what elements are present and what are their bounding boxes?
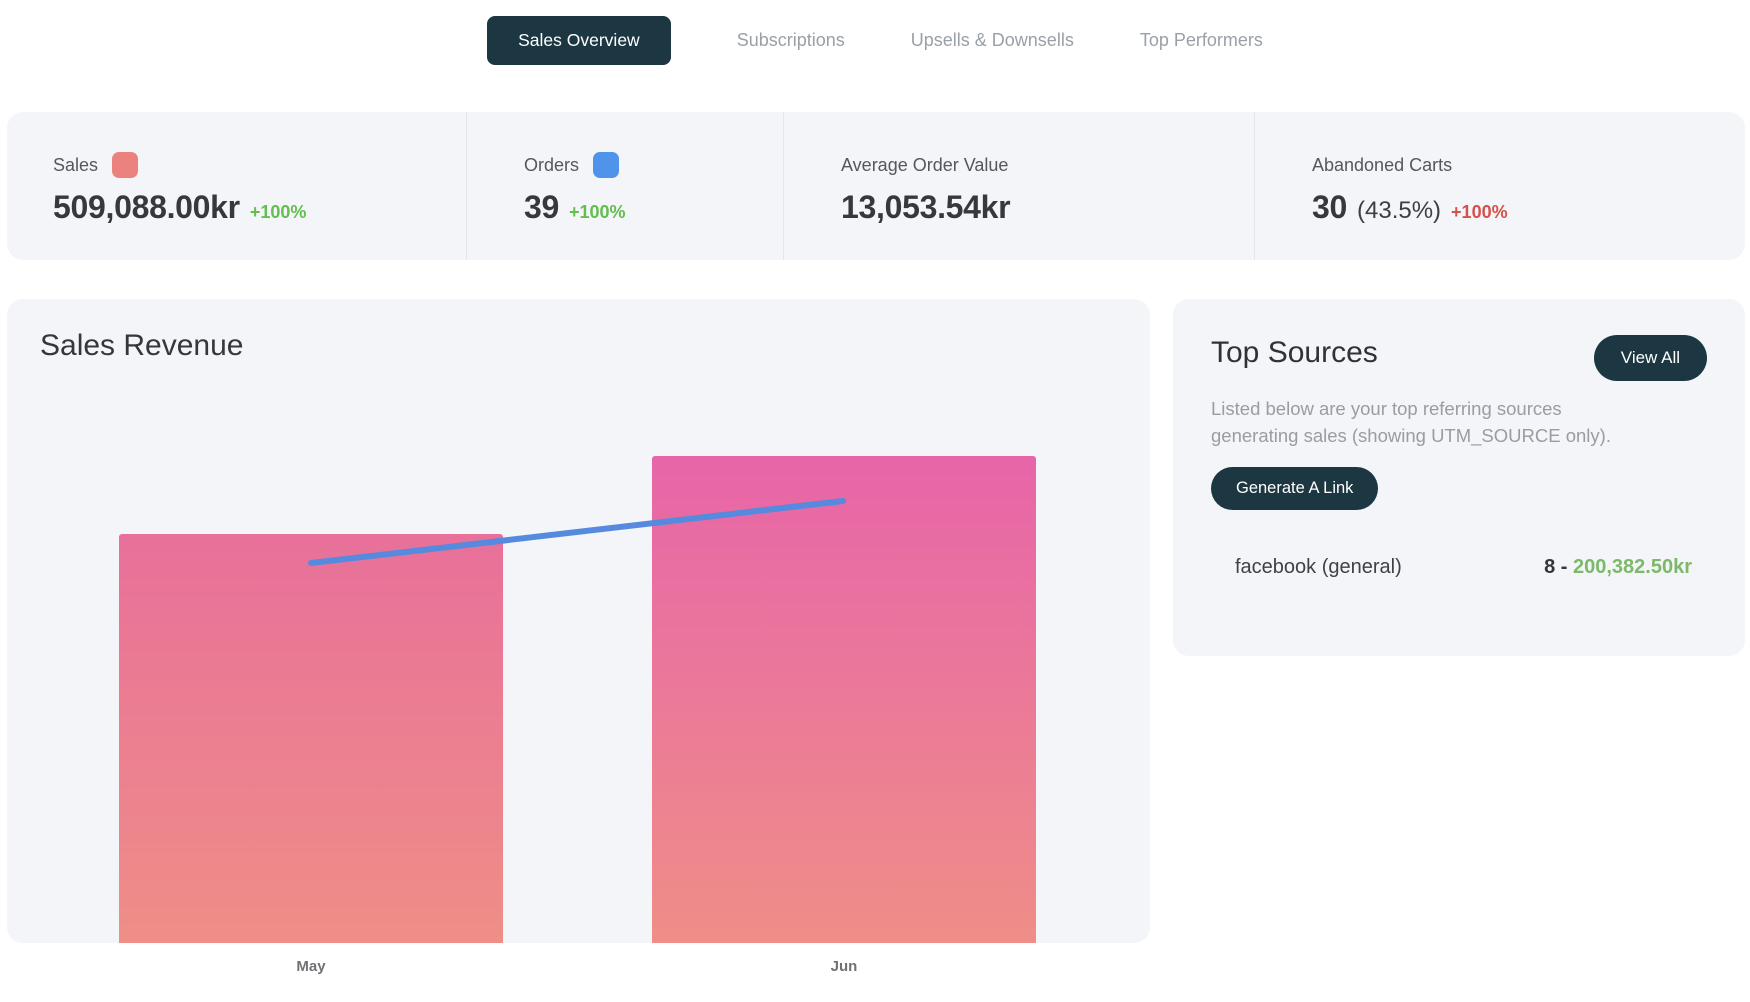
- source-name: facebook (general): [1235, 556, 1402, 579]
- top-sources-panel: Top Sources View All Listed below are yo…: [1173, 299, 1745, 656]
- stat-delta: +100%: [1451, 202, 1508, 222]
- source-value: 8 - 200,382.50kr: [1544, 556, 1692, 579]
- top-sources-title: Top Sources: [1211, 336, 1378, 369]
- x-axis-label-jun: Jun: [830, 958, 858, 975]
- sales-color-swatch: [112, 152, 139, 178]
- bar-may: [119, 534, 503, 943]
- stat-value: 509,088.00kr: [53, 189, 240, 225]
- stat-card-average-order-value: Average Order Value 13,053.54kr: [783, 112, 1254, 260]
- stat-value: 13,053.54kr: [841, 189, 1011, 225]
- tab-subscriptions[interactable]: Subscriptions: [736, 29, 845, 50]
- chart-x-axis-labels: May Jun: [7, 958, 1150, 982]
- source-amount: 200,382.50kr: [1572, 556, 1692, 579]
- stat-label: Abandoned Carts: [1312, 154, 1453, 175]
- stat-value: 30: [1312, 189, 1347, 225]
- tab-top-performers[interactable]: Top Performers: [1139, 29, 1263, 50]
- stat-card-orders: Orders 39 +100%: [466, 112, 783, 260]
- stat-delta: +100%: [249, 202, 307, 222]
- source-separator: -: [1555, 556, 1573, 579]
- top-sources-description: Listed below are your top referring sour…: [1211, 398, 1611, 447]
- stat-card-abandoned-carts: Abandoned Carts 30 (43.5%) +100%: [1254, 112, 1745, 260]
- stat-value: 39: [524, 189, 559, 225]
- bar-jun: [652, 456, 1036, 943]
- stat-label: Average Order Value: [841, 154, 1009, 175]
- stat-card-sales: Sales 509,088.00kr +100%: [7, 112, 466, 260]
- stat-delta: +100%: [569, 202, 626, 222]
- stats-summary-bar: Sales 509,088.00kr +100% Orders 39 +100%…: [7, 112, 1745, 260]
- stat-value-percentage: (43.5%): [1357, 197, 1442, 224]
- orders-color-swatch: [593, 152, 620, 178]
- tab-bar: Sales Overview Subscriptions Upsells & D…: [0, 0, 1750, 80]
- view-all-button[interactable]: View All: [1593, 335, 1707, 381]
- source-row-facebook: facebook (general) 8 - 200,382.50kr: [1211, 556, 1707, 579]
- generate-a-link-button[interactable]: Generate A Link: [1211, 467, 1379, 511]
- stat-label: Orders: [524, 154, 580, 175]
- source-count: 8: [1544, 556, 1556, 579]
- tab-sales-overview[interactable]: Sales Overview: [487, 15, 671, 65]
- sales-revenue-chart-panel: Sales Revenue: [7, 299, 1150, 943]
- tab-upsells-downsells[interactable]: Upsells & Downsells: [910, 29, 1074, 50]
- stat-label: Sales: [53, 154, 99, 175]
- chart-title: Sales Revenue: [40, 329, 244, 362]
- x-axis-label-may: May: [296, 958, 326, 975]
